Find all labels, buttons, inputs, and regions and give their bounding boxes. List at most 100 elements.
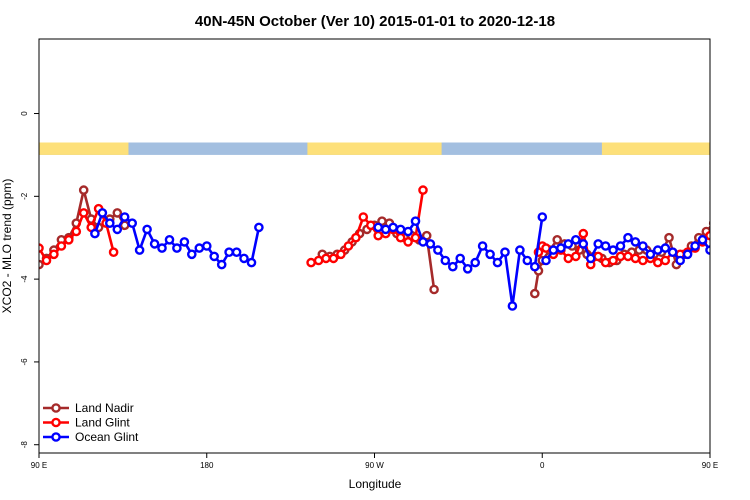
point-ocean-glint-2-5	[578, 239, 589, 249]
point-ocean-glint-0-12	[179, 237, 190, 247]
point-land-glint-2-26	[721, 207, 728, 214]
y-tick-label: -8	[20, 441, 29, 449]
point-land-glint-2-18	[660, 255, 671, 266]
point-ocean-glint-2-22	[705, 245, 710, 255]
y-tick-label: -2	[20, 192, 29, 200]
point-ocean-glint-1-15	[485, 249, 495, 260]
point-ocean-glint-0-14	[194, 243, 205, 253]
point-ocean-glint-0-11	[172, 243, 182, 253]
point-ocean-glint-2-17	[667, 247, 678, 257]
point-ocean-glint-1-1	[380, 224, 391, 235]
point-land-glint-2-9	[593, 251, 604, 262]
point-ocean-glint-1-22	[537, 212, 548, 222]
chart-title: 40N-45N October (Ver 10) 2015-01-01 to 2…	[195, 13, 555, 30]
point-land-glint-2-5	[563, 253, 574, 264]
point-ocean-glint-1-16	[492, 257, 503, 268]
point-land-glint-1-1	[313, 255, 324, 266]
point-land-glint-2-2	[541, 243, 551, 253]
point-ocean-glint-2-2	[556, 243, 566, 253]
land-ocean-band	[39, 142, 710, 155]
point-ocean-glint-2-19	[682, 249, 693, 260]
point-ocean-glint-2-6	[585, 253, 596, 264]
point-ocean-glint-1-19	[515, 245, 525, 255]
point-ocean-glint-0-6	[134, 245, 145, 255]
point-land-glint-2-27	[729, 224, 736, 231]
point-land-nadir-2-29	[744, 216, 750, 223]
point-ocean-glint-0-7	[142, 224, 152, 235]
y-axis: 0 -2 -4 -6 -8	[20, 111, 39, 449]
point-land-nadir-0-6	[78, 185, 89, 195]
point-land-glint-1-15	[418, 185, 428, 195]
point-ocean-glint-0-0	[90, 228, 100, 239]
point-land-glint-2-7	[578, 228, 589, 239]
point-ocean-glint-1-8	[433, 245, 443, 255]
point-ocean-glint-2-11	[623, 232, 633, 243]
point-land-glint-2-28	[736, 201, 743, 208]
x-tick-label: 90 E	[702, 461, 718, 470]
land-band-2	[601, 142, 710, 155]
point-land-nadir-2-25	[708, 220, 710, 227]
y-tick-label: 0	[20, 111, 29, 116]
point-land-nadir-2-27	[725, 216, 732, 223]
x-tick-label: 90 E	[31, 461, 47, 470]
point-ocean-glint-1-7	[425, 239, 436, 249]
legend-item-ocean-glint: Ocean Glint	[43, 430, 139, 444]
point-ocean-glint-1-20	[522, 255, 533, 266]
point-ocean-glint-1-3	[395, 224, 406, 235]
point-ocean-glint-2-8	[600, 241, 611, 251]
land-band-1	[307, 142, 442, 155]
x-tick-label: 0	[540, 461, 545, 470]
series-ocean-glint	[90, 208, 750, 311]
point-land-glint-1-4	[336, 249, 346, 260]
point-ocean-glint-1-5	[410, 216, 421, 226]
point-ocean-glint-0-21	[246, 257, 257, 268]
point-ocean-glint-1-0	[373, 222, 384, 233]
point-ocean-glint-1-13	[470, 257, 481, 268]
point-ocean-glint-2-16	[660, 243, 671, 253]
legend-marker	[51, 417, 61, 428]
point-ocean-glint-2-25	[729, 220, 736, 227]
point-ocean-glint-2-1	[548, 245, 559, 255]
point-ocean-glint-0-3	[112, 224, 123, 235]
point-ocean-glint-2-26	[736, 226, 743, 233]
point-land-glint-1-13	[403, 237, 413, 247]
point-ocean-glint-2-7	[593, 239, 604, 249]
point-ocean-glint-0-19	[231, 247, 242, 257]
point-ocean-glint-2-15	[653, 245, 663, 255]
point-ocean-glint-2-24	[721, 209, 728, 216]
series-line-ocean-glint-0	[93, 210, 261, 267]
point-ocean-glint-1-4	[403, 226, 413, 237]
point-land-glint-0-2	[49, 249, 59, 260]
point-ocean-glint-0-17	[216, 259, 227, 270]
point-ocean-glint-0-20	[239, 253, 249, 264]
point-ocean-glint-1-21	[530, 261, 540, 272]
point-land-glint-1-0	[306, 257, 316, 268]
point-ocean-glint-1-18	[507, 301, 518, 311]
point-ocean-glint-1-12	[462, 263, 473, 274]
point-ocean-glint-1-2	[388, 222, 398, 233]
point-ocean-glint-0-2	[105, 218, 115, 228]
x-tick-label: 180	[200, 461, 214, 470]
point-land-glint-0-10	[108, 247, 119, 257]
point-land-glint-2-14	[630, 253, 641, 264]
point-ocean-glint-0-8	[149, 239, 160, 249]
point-ocean-glint-2-27	[744, 213, 750, 220]
x-axis: 90 E 180 90 W 0 90 E	[31, 453, 718, 470]
point-ocean-glint-1-10	[447, 261, 458, 272]
land-band-0	[39, 142, 129, 155]
point-land-nadir-2-26	[718, 187, 725, 194]
legend-label: Land Glint	[75, 416, 130, 430]
point-ocean-glint-0-16	[209, 251, 219, 262]
point-land-nadir-2-4	[552, 234, 563, 245]
point-ocean-glint-2-18	[675, 255, 686, 266]
point-ocean-glint-1-6	[418, 237, 428, 247]
point-ocean-glint-1-9	[440, 255, 451, 266]
point-ocean-glint-2-21	[697, 234, 708, 245]
point-ocean-glint-0-15	[201, 241, 212, 251]
x-axis-label: Longitude	[349, 477, 402, 491]
point-land-glint-2-11	[608, 255, 618, 266]
point-land-glint-1-5	[343, 241, 354, 251]
legend-marker	[51, 403, 61, 413]
point-land-glint-1-8	[365, 220, 376, 231]
point-ocean-glint-0-22	[254, 222, 264, 233]
